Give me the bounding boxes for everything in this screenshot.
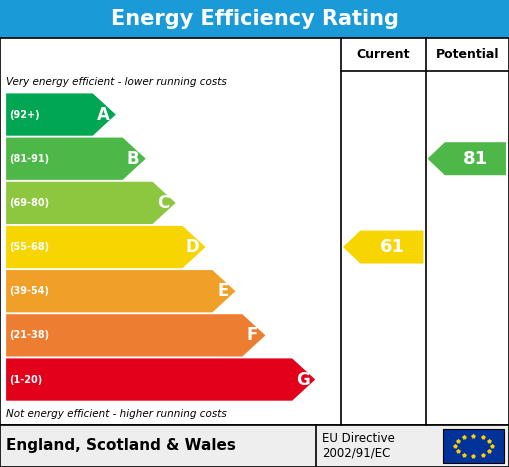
Text: Potential: Potential bbox=[436, 48, 499, 61]
Polygon shape bbox=[6, 93, 116, 136]
Text: (21-38): (21-38) bbox=[9, 330, 49, 340]
Polygon shape bbox=[6, 314, 265, 356]
Text: England, Scotland & Wales: England, Scotland & Wales bbox=[6, 439, 236, 453]
Text: Current: Current bbox=[356, 48, 410, 61]
Text: (69-80): (69-80) bbox=[9, 198, 49, 208]
Text: Not energy efficient - higher running costs: Not energy efficient - higher running co… bbox=[6, 409, 227, 419]
Polygon shape bbox=[6, 138, 146, 180]
Bar bbox=[0, 425, 509, 467]
Text: F: F bbox=[247, 326, 259, 344]
Polygon shape bbox=[6, 182, 176, 224]
Text: 61: 61 bbox=[379, 238, 405, 256]
Text: (92+): (92+) bbox=[9, 110, 40, 120]
Text: Very energy efficient - lower running costs: Very energy efficient - lower running co… bbox=[6, 77, 227, 87]
Bar bbox=[0, 425, 509, 467]
Text: 81: 81 bbox=[463, 150, 488, 168]
Text: E: E bbox=[217, 282, 229, 300]
Text: (55-68): (55-68) bbox=[9, 242, 49, 252]
Text: (1-20): (1-20) bbox=[9, 375, 42, 384]
Bar bbox=[0, 38, 509, 425]
Polygon shape bbox=[6, 226, 206, 268]
Text: (39-54): (39-54) bbox=[9, 286, 49, 296]
Text: B: B bbox=[127, 150, 139, 168]
Polygon shape bbox=[343, 231, 423, 263]
Text: (81-91): (81-91) bbox=[9, 154, 49, 164]
Bar bbox=[443, 429, 504, 463]
Polygon shape bbox=[6, 270, 236, 312]
Text: Energy Efficiency Rating: Energy Efficiency Rating bbox=[110, 9, 399, 29]
Text: EU Directive
2002/91/EC: EU Directive 2002/91/EC bbox=[322, 432, 394, 460]
Text: A: A bbox=[97, 106, 109, 124]
Polygon shape bbox=[428, 142, 506, 175]
Text: D: D bbox=[186, 238, 200, 256]
Text: C: C bbox=[157, 194, 169, 212]
Text: G: G bbox=[296, 370, 309, 389]
Bar bbox=[0, 0, 509, 38]
Polygon shape bbox=[6, 358, 315, 401]
